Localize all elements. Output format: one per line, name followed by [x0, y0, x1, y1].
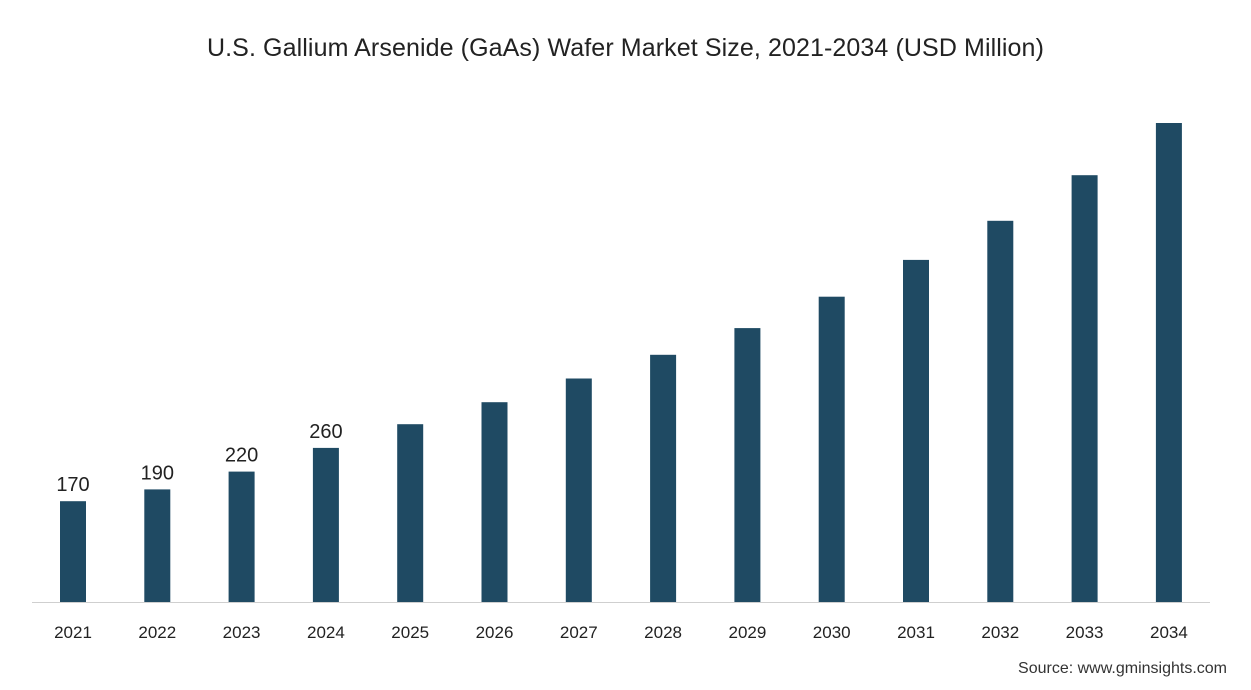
x-tick-2033: 2033 [1066, 623, 1104, 642]
data-label-2021: 170 [56, 474, 89, 496]
x-tick-2034: 2034 [1150, 623, 1188, 642]
x-tick-2031: 2031 [897, 623, 935, 642]
data-label-2024: 260 [309, 421, 342, 443]
source-note: Source: www.gminsights.com [1018, 660, 1227, 677]
bar-2034 [1155, 123, 1182, 602]
x-tick-2022: 2022 [138, 623, 176, 642]
bar-2024 [312, 447, 339, 602]
bar-2030 [818, 296, 845, 602]
bar-2029 [734, 328, 761, 602]
bar-2025 [397, 424, 424, 602]
x-tick-2028: 2028 [644, 623, 682, 642]
x-tick-2030: 2030 [813, 623, 851, 642]
x-tick-2024: 2024 [307, 623, 345, 642]
bar-2023 [228, 471, 255, 602]
data-label-2022: 190 [141, 462, 174, 484]
x-tick-2032: 2032 [981, 623, 1019, 642]
bar-2022 [144, 489, 171, 602]
bar-2033 [1071, 175, 1098, 602]
x-tick-2025: 2025 [391, 623, 429, 642]
x-tick-2023: 2023 [223, 623, 261, 642]
data-labels-layer: 170 190 220 260 [56, 421, 342, 496]
x-tick-labels: 2021 2022 2023 2024 2025 2026 2027 2028 2029 2030… [54, 623, 1188, 642]
x-tick-2027: 2027 [560, 623, 598, 642]
bar-2021 [60, 501, 86, 602]
bar-2026 [481, 402, 508, 602]
chart-title: U.S. Gallium Arsenide (GaAs) Wafer Marke… [206, 34, 1044, 62]
data-label-2023: 220 [225, 445, 258, 467]
bar-2031 [903, 259, 929, 602]
x-tick-2021: 2021 [54, 623, 92, 642]
bar-2028 [650, 354, 677, 602]
x-tick-2029: 2029 [728, 623, 766, 642]
bar-2027 [565, 378, 592, 602]
x-tick-2026: 2026 [476, 623, 514, 642]
bars-layer [60, 123, 1182, 603]
bar-2032 [987, 220, 1014, 603]
